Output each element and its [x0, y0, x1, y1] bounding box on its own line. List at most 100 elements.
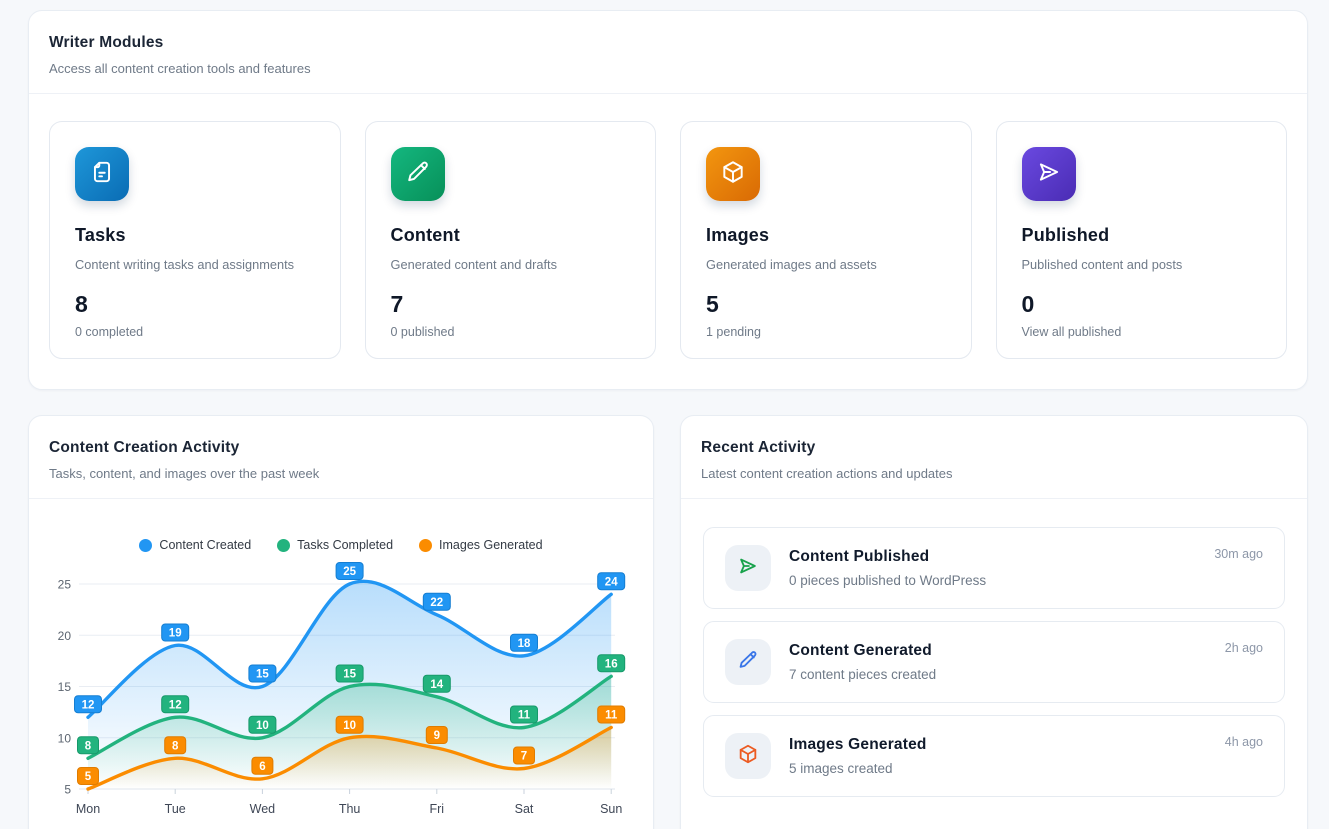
data-label: 25 [335, 562, 364, 580]
line-tasks-completed [86, 674, 613, 760]
activity-item-timestamp: 30m ago [1214, 547, 1263, 561]
area-images-generated [88, 727, 612, 789]
activity-item-title: Images Generated [789, 736, 927, 753]
module-description: Generated content and drafts [390, 257, 557, 272]
svg-text:Thu: Thu [339, 802, 361, 816]
module-card-tasks[interactable]: Tasks Content writing tasks and assignme… [49, 121, 341, 359]
svg-text:10: 10 [343, 720, 356, 732]
svg-text:12: 12 [169, 699, 182, 711]
writer-modules-panel: Writer Modules Access all content creati… [28, 10, 1308, 390]
module-title: Tasks [75, 225, 126, 245]
chart-title: Content Creation Activity [49, 439, 240, 456]
activity-item-description: 0 pieces published to WordPress [789, 573, 987, 588]
activity-item-description: 7 content pieces created [789, 667, 937, 682]
activity-item[interactable]: Content Published 0 pieces published to … [703, 527, 1285, 609]
svg-text:Sun: Sun [600, 802, 622, 816]
svg-text:10: 10 [256, 720, 269, 732]
data-label: 8 [164, 736, 187, 755]
legend-label: Tasks Completed [297, 538, 394, 552]
pencil-icon [737, 649, 759, 676]
activity-line-chart: 5 10 15 20 25 Mon Tue Wed Thu Fri Sat Sun 12 19 15 25 22… [58, 562, 626, 816]
svg-text:18: 18 [518, 638, 531, 650]
recent-activity-panel: Recent Activity Latest content creation … [680, 415, 1308, 829]
chart-header: Content Creation Activity Tasks, content… [29, 416, 653, 499]
activity-item-description: 5 images created [789, 761, 893, 776]
module-sublabel: 1 pending [706, 325, 761, 339]
svg-text:7: 7 [521, 751, 527, 763]
svg-text:15: 15 [58, 680, 72, 694]
activity-item-title: Content Published [789, 548, 930, 565]
recent-activity-header: Recent Activity Latest content creation … [681, 416, 1307, 499]
module-card-published[interactable]: Published Published content and posts 0 … [995, 121, 1287, 359]
svg-text:Fri: Fri [430, 802, 445, 816]
activity-item[interactable]: Images Generated 5 images created 4h ago [703, 715, 1285, 797]
send-icon [737, 555, 759, 582]
data-label: 15 [248, 664, 277, 683]
svg-text:8: 8 [85, 740, 92, 752]
file-text-icon [89, 159, 115, 190]
svg-text:9: 9 [434, 730, 440, 742]
writer-modules-subtitle: Access all content creation tools and fe… [49, 61, 311, 76]
legend-item-content-created[interactable]: Content Created [139, 538, 251, 552]
data-label: 16 [597, 654, 626, 673]
data-label: 12 [161, 695, 190, 714]
svg-text:5: 5 [64, 783, 71, 797]
line-content-created [86, 579, 613, 719]
writer-modules-title: Writer Modules [49, 34, 164, 51]
module-count: 5 [706, 291, 719, 317]
svg-text:14: 14 [430, 679, 443, 691]
legend-item-images-generated[interactable]: Images Generated [419, 538, 543, 552]
data-label: 6 [251, 756, 274, 775]
legend-dot [419, 538, 433, 552]
svg-text:20: 20 [58, 629, 72, 643]
svg-text:25: 25 [58, 578, 72, 592]
line-images-generated [86, 725, 613, 791]
module-count: 8 [75, 291, 88, 317]
data-label: 14 [422, 674, 451, 693]
data-label: 11 [510, 705, 538, 724]
svg-text:22: 22 [430, 597, 443, 609]
data-label: 8 [77, 736, 99, 755]
data-label: 9 [425, 726, 448, 744]
data-label: 5 [77, 767, 99, 785]
activity-item[interactable]: Content Generated 7 content pieces creat… [703, 621, 1285, 703]
data-label: 12 [74, 695, 102, 714]
svg-text:5: 5 [85, 771, 92, 783]
module-title: Content [390, 225, 460, 245]
data-label: 24 [597, 572, 626, 591]
module-count: 7 [390, 291, 404, 317]
data-label: 22 [422, 592, 451, 611]
data-label: 11 [597, 705, 626, 724]
recent-activity-subtitle: Latest content creation actions and upda… [701, 466, 953, 481]
legend-dot [139, 538, 153, 552]
data-label: 7 [513, 746, 535, 765]
svg-text:10: 10 [58, 731, 72, 745]
svg-text:Wed: Wed [250, 802, 276, 816]
data-label: 10 [248, 715, 277, 734]
svg-text:12: 12 [82, 699, 95, 711]
svg-text:8: 8 [172, 740, 179, 752]
module-count: 0 [1021, 291, 1035, 317]
pencil-icon [405, 159, 431, 190]
cube-icon [720, 159, 746, 190]
activity-item-timestamp: 4h ago [1224, 735, 1263, 749]
module-card-content[interactable]: Content Generated content and drafts 7 0… [364, 121, 656, 359]
data-label: 19 [161, 623, 190, 642]
svg-text:15: 15 [256, 669, 269, 681]
send-icon [1036, 159, 1062, 190]
recent-activity-title: Recent Activity [701, 439, 816, 456]
module-description: Published content and posts [1021, 257, 1183, 272]
data-label: 18 [510, 633, 538, 652]
writer-modules-header: Writer Modules Access all content creati… [29, 11, 1307, 94]
module-title: Images [706, 225, 770, 245]
legend-label: Images Generated [439, 538, 543, 552]
activity-item-timestamp: 2h ago [1224, 641, 1263, 655]
cube-icon [737, 743, 759, 770]
module-card-images[interactable]: Images Generated images and assets 5 1 p… [680, 121, 972, 359]
data-label: 10 [335, 715, 364, 734]
activity-list: Content Published 0 pieces published to … [681, 499, 1307, 825]
svg-text:16: 16 [605, 658, 618, 670]
svg-text:15: 15 [343, 669, 356, 681]
legend-item-tasks-completed[interactable]: Tasks Completed [277, 538, 393, 552]
module-description: Generated images and assets [706, 257, 877, 272]
